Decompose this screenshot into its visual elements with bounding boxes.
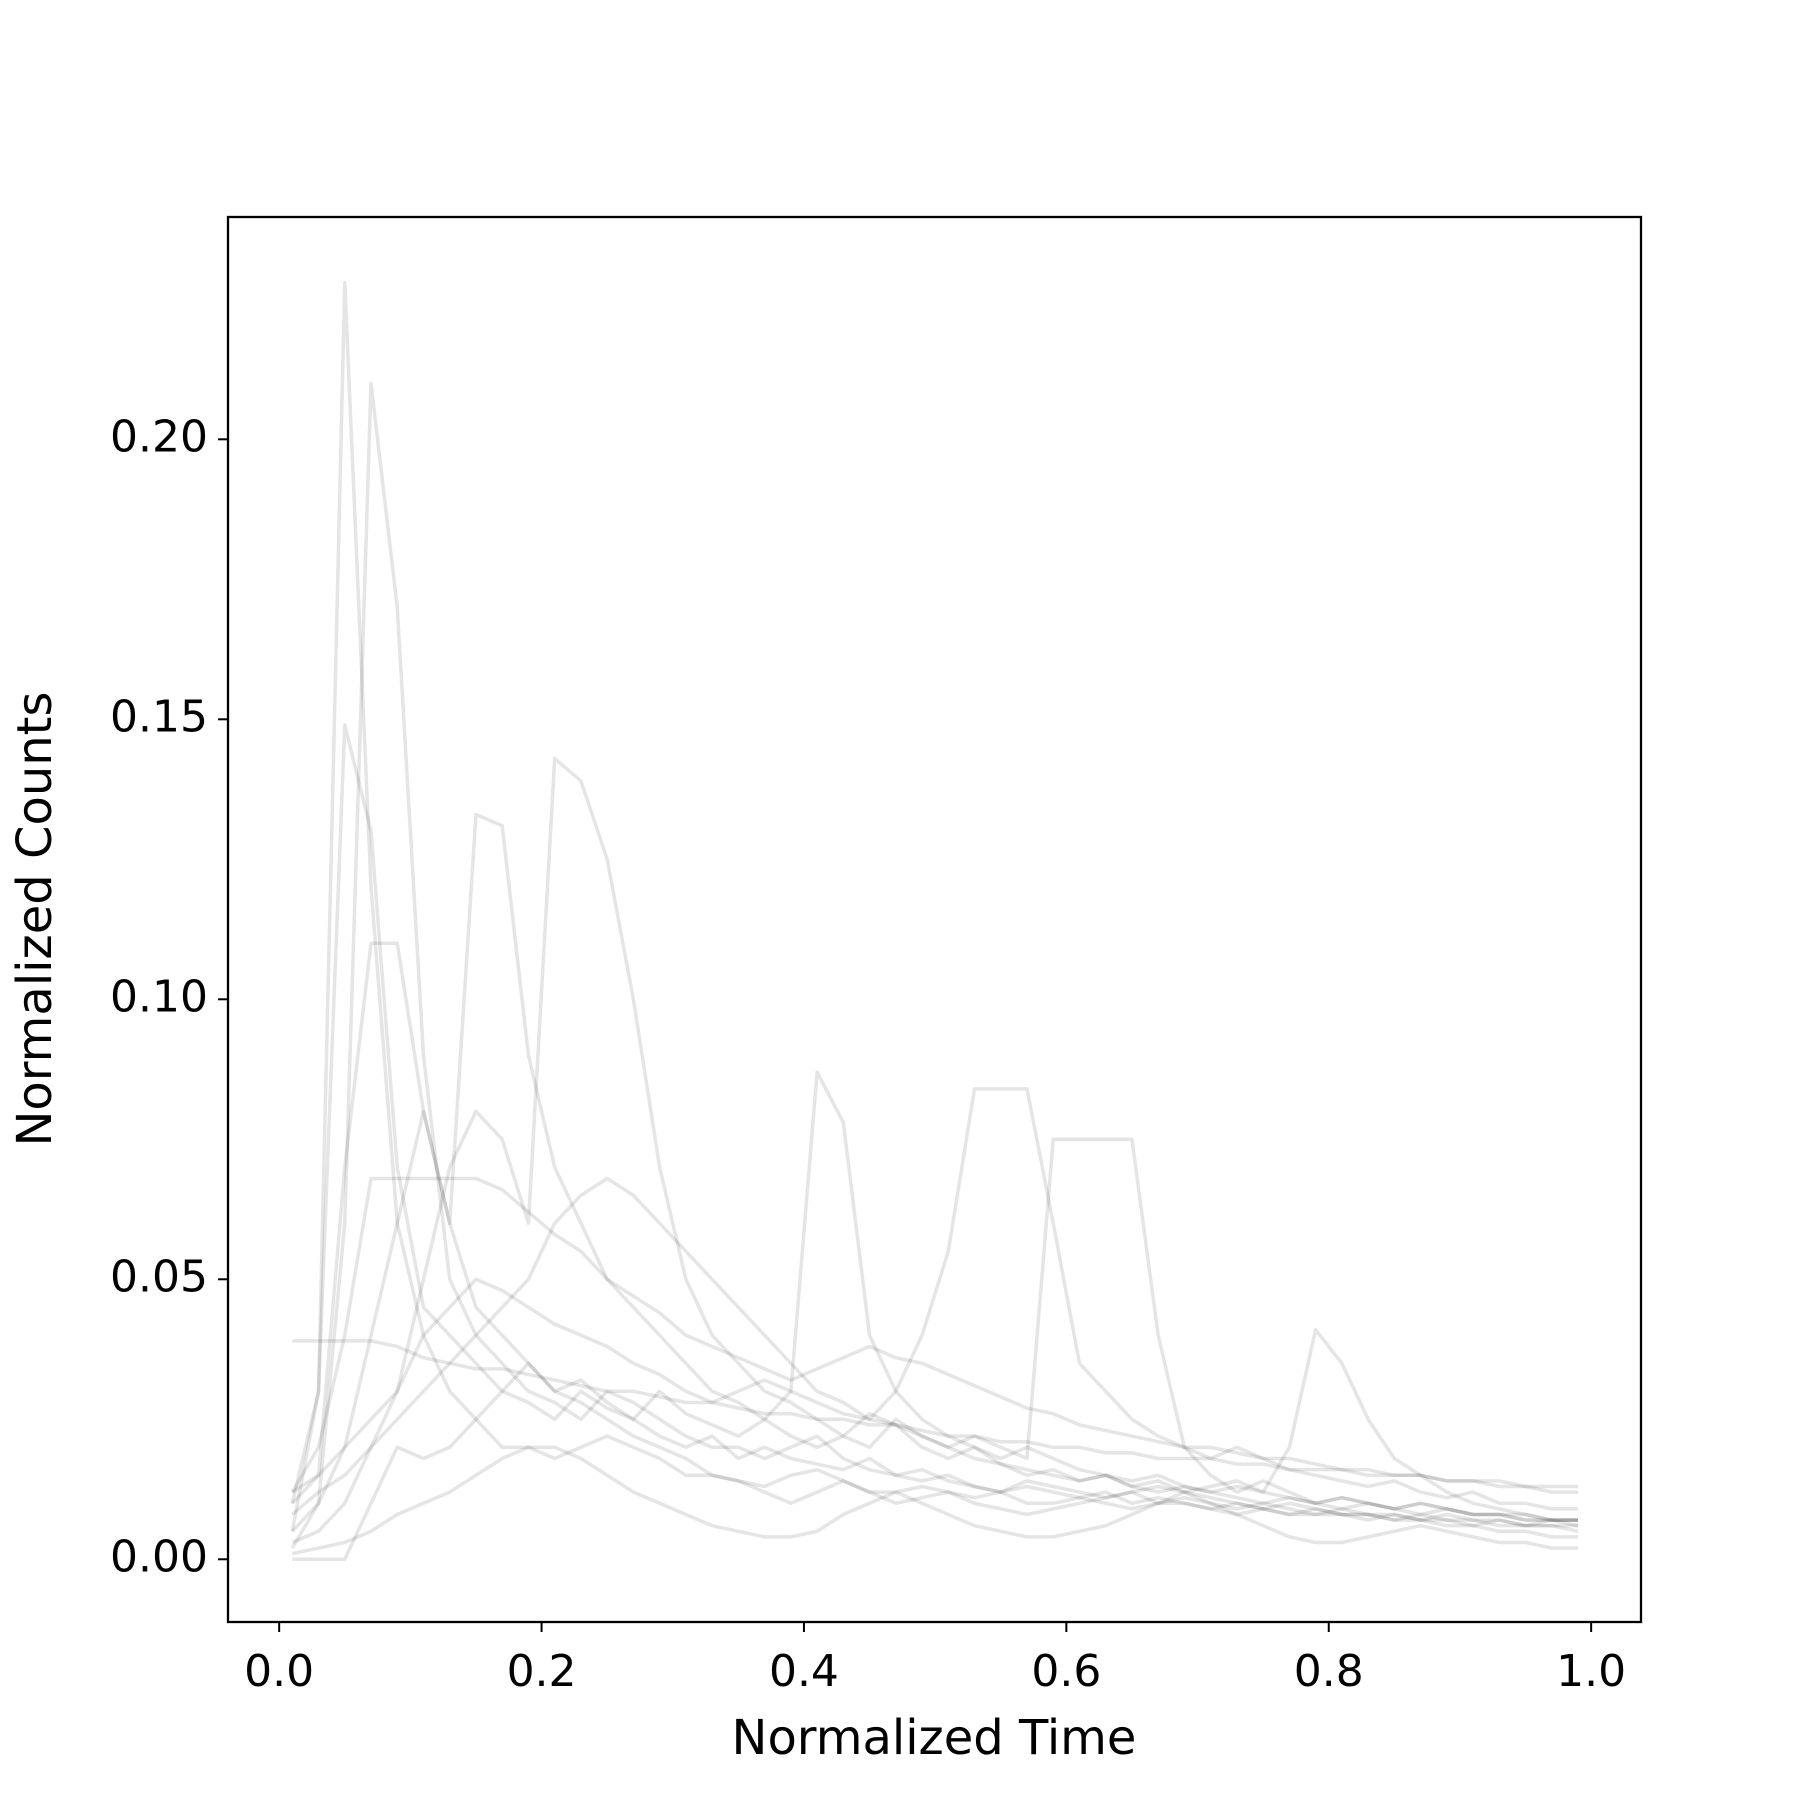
series-line bbox=[290, 1176, 1579, 1494]
y-tick-label: 0.15 bbox=[110, 691, 208, 742]
series-line bbox=[291, 1445, 1579, 1556]
series-line bbox=[291, 1087, 1579, 1516]
x-tick-label: 0.8 bbox=[1294, 1646, 1364, 1697]
x-tick-label: 0.4 bbox=[769, 1646, 839, 1697]
x-tick-label: 0.6 bbox=[1031, 1646, 1101, 1697]
y-tick-label: 0.00 bbox=[110, 1531, 208, 1582]
series-line bbox=[291, 812, 1579, 1533]
x-axis-label: Normalized Time bbox=[732, 1710, 1137, 1766]
x-tick-label: 0.2 bbox=[507, 1646, 577, 1697]
y-tick-label: 0.05 bbox=[110, 1251, 208, 1302]
plot-frame bbox=[226, 215, 1643, 1624]
series-line bbox=[290, 381, 1579, 1549]
series-line bbox=[292, 1361, 1579, 1562]
x-tick-label: 1.0 bbox=[1556, 1646, 1626, 1697]
series-line bbox=[291, 756, 1579, 1545]
y-axis-label: Normalized Counts bbox=[7, 691, 63, 1146]
y-tick-label: 0.10 bbox=[110, 971, 208, 1022]
series-line bbox=[290, 723, 1579, 1533]
y-tick-label: 0.20 bbox=[110, 411, 208, 462]
series-line bbox=[291, 941, 1579, 1522]
series-line bbox=[291, 1137, 1579, 1522]
series-line bbox=[290, 280, 1579, 1532]
series-line bbox=[292, 1339, 1579, 1489]
x-tick-label: 0.0 bbox=[244, 1646, 314, 1697]
